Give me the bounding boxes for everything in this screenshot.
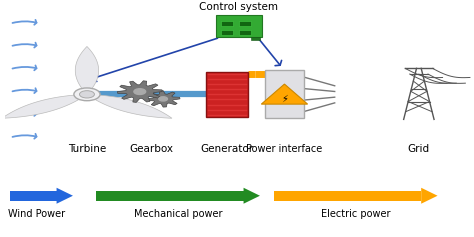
Polygon shape [261,84,308,104]
Circle shape [134,89,146,95]
Polygon shape [87,94,172,118]
Bar [10,191,56,201]
Polygon shape [118,81,162,102]
Polygon shape [421,188,438,204]
Text: Wind Power: Wind Power [8,210,65,219]
Text: Generator: Generator [201,145,254,155]
Circle shape [80,91,94,98]
Text: Electric power: Electric power [321,210,391,219]
Bar [264,70,304,118]
Bar [206,72,248,117]
Text: Gearbox: Gearbox [129,145,173,155]
Polygon shape [2,94,87,118]
Bar [221,30,233,35]
Bar [216,14,262,37]
Bar [239,21,251,26]
Bar [221,21,233,26]
Bar [239,30,251,35]
Bar [251,37,260,40]
Bar [96,191,244,201]
Text: Mechanical power: Mechanical power [134,210,222,219]
Polygon shape [244,188,260,204]
Polygon shape [75,46,99,94]
Bar [274,191,421,201]
Polygon shape [146,91,180,107]
Text: Grid: Grid [408,145,430,155]
Text: Power interface: Power interface [246,145,323,155]
Text: Turbine: Turbine [68,145,106,155]
Text: Control system: Control system [200,2,278,12]
Circle shape [74,88,100,101]
Text: ⚡: ⚡ [281,93,288,103]
Circle shape [159,97,167,101]
Polygon shape [56,188,73,204]
